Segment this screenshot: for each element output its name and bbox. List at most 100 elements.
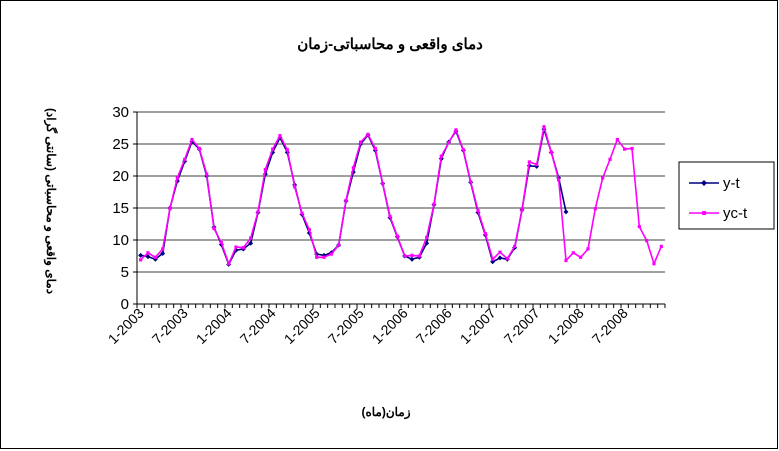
data-point — [520, 208, 524, 212]
y-tick-label: 20 — [112, 168, 129, 185]
legend-marker — [702, 211, 706, 215]
series-layer — [138, 125, 663, 267]
data-point — [498, 250, 502, 254]
data-point — [469, 180, 473, 184]
data-point — [542, 125, 546, 129]
data-point — [337, 243, 341, 247]
data-point — [425, 235, 429, 240]
data-point — [373, 146, 377, 151]
data-point — [381, 182, 385, 186]
legend-box — [678, 161, 775, 230]
data-point — [263, 168, 267, 172]
x-tick-label: 7-2007 — [501, 305, 543, 347]
data-point — [160, 250, 166, 256]
x-tick-label: 1-2006 — [369, 305, 411, 347]
data-point — [344, 198, 348, 202]
data-point — [615, 137, 619, 142]
y-tick-label: 25 — [112, 136, 129, 153]
data-point — [300, 211, 304, 215]
data-point — [409, 256, 415, 262]
y-tick-label: 30 — [112, 104, 129, 121]
data-point — [161, 247, 165, 251]
legend-entry-y-t: y-t — [689, 175, 740, 192]
data-point — [227, 262, 231, 266]
legend-label: yc-t — [723, 205, 748, 222]
data-point — [563, 209, 569, 215]
y-tick-label: 15 — [112, 200, 129, 217]
data-point — [145, 254, 151, 260]
data-point — [293, 185, 297, 189]
y-tick-label: 5 — [121, 264, 129, 281]
data-point — [307, 228, 311, 232]
data-point — [139, 258, 143, 262]
data-point — [447, 141, 451, 145]
data-point — [315, 255, 319, 259]
legend-label: y-t — [723, 175, 740, 192]
y-axis-label: دمای واقعی و محاسباتی (سانتی گراد) — [43, 108, 59, 294]
data-point — [249, 236, 253, 240]
data-point — [491, 257, 495, 261]
data-point — [175, 176, 179, 180]
data-point — [146, 251, 150, 255]
x-tick-label: 1-2007 — [457, 305, 499, 347]
data-point — [256, 210, 260, 214]
data-point — [219, 240, 223, 245]
data-point — [403, 254, 407, 258]
data-point — [557, 178, 561, 182]
data-point — [410, 253, 414, 257]
data-point — [476, 208, 480, 213]
chart-title: دمای واقعی و محاسباتی-زمان — [297, 36, 483, 53]
data-point — [483, 232, 487, 236]
data-point — [395, 234, 399, 238]
data-point — [351, 166, 355, 170]
data-point — [285, 148, 289, 152]
data-point — [652, 262, 656, 266]
data-point — [601, 176, 605, 180]
x-tick-label: 1-2008 — [545, 305, 587, 347]
data-point — [212, 226, 216, 231]
data-point — [417, 254, 421, 258]
data-point — [168, 207, 172, 211]
series-yc-t — [139, 125, 663, 267]
data-point — [271, 147, 275, 151]
data-point — [645, 239, 649, 243]
data-point — [513, 244, 517, 248]
data-point — [439, 154, 443, 158]
data-point — [241, 246, 245, 250]
data-point — [579, 255, 583, 259]
data-point — [388, 214, 392, 218]
data-point — [138, 252, 144, 258]
data-point — [359, 140, 363, 144]
x-axis: 1-2003 7-2003 1-2004 7-2004 1-2005 7-2005 1-20… — [105, 303, 666, 347]
data-point — [659, 244, 663, 248]
data-point — [197, 146, 201, 151]
data-point — [623, 147, 627, 151]
data-point — [454, 128, 458, 132]
legend: y-t yc-t — [678, 161, 775, 230]
data-point — [183, 157, 187, 161]
x-tick-label: 7-2003 — [149, 305, 191, 347]
x-tick-label: 7-2008 — [589, 305, 631, 347]
legend-marker — [701, 180, 707, 186]
data-point — [630, 146, 634, 151]
x-tick-label: 7-2004 — [237, 305, 279, 347]
data-point — [564, 258, 568, 263]
data-point — [205, 172, 209, 176]
data-point — [637, 224, 641, 229]
x-tick-label: 7-2006 — [413, 305, 455, 347]
x-tick-label: 1-2005 — [281, 305, 323, 347]
data-point — [461, 148, 465, 152]
data-point — [278, 134, 282, 138]
data-point — [234, 245, 238, 249]
data-point — [505, 256, 509, 261]
data-point — [549, 150, 553, 154]
x-axis-label: زمان(ماه) — [361, 405, 410, 420]
data-point — [329, 252, 333, 256]
legend-entry-yc-t: yc-t — [689, 205, 748, 222]
x-tick-label: 1-2004 — [193, 305, 235, 347]
y-tick-label: 0 — [121, 296, 129, 313]
data-point — [322, 255, 326, 259]
data-point — [527, 160, 531, 164]
